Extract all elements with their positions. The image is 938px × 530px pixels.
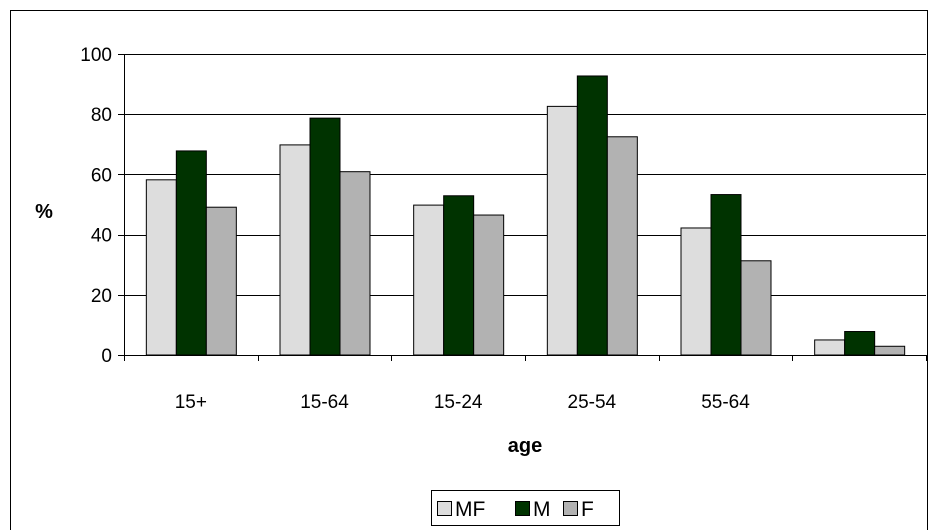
bar-M-1: [309, 117, 341, 356]
y-tick-label-5: 100: [80, 45, 112, 66]
legend-label-M: M: [533, 498, 551, 521]
y-tick-label-4: 80: [91, 105, 112, 126]
bars: [145, 75, 906, 356]
x-tick-label-4: 55-64: [701, 392, 750, 413]
bar-F-0: [205, 206, 237, 356]
bar-MF-2: [413, 204, 445, 356]
x-tick-labels: 15+ 15-64 15-24 25-54 55-64: [175, 392, 751, 413]
bar-M-2: [443, 195, 475, 356]
bar-MF-0: [145, 179, 177, 356]
bar-MF-4: [680, 227, 712, 356]
bar-M-0: [175, 150, 207, 356]
gridlines: [124, 54, 926, 296]
legend: MF M F: [431, 490, 620, 526]
bar-M-5: [844, 331, 876, 356]
bar-F-4: [740, 260, 772, 356]
bar-MF-3: [546, 105, 578, 356]
y-tick-label-0: 0: [101, 346, 112, 367]
legend-swatch-MF: [437, 501, 452, 516]
bar-F-5: [874, 345, 906, 356]
bar-M-4: [710, 194, 742, 356]
legend-label-F: F: [581, 498, 594, 521]
x-tick-label-3: 25-54: [568, 392, 617, 413]
y-tick-label-2: 40: [91, 226, 112, 247]
y-tick-label-1: 20: [91, 286, 112, 307]
legend-swatch-M: [515, 501, 530, 516]
bar-MF-5: [814, 339, 846, 356]
x-axis-title: age: [508, 435, 542, 457]
bar-F-3: [606, 136, 638, 356]
legend-label-MF: MF: [455, 498, 485, 521]
bar-MF-1: [279, 144, 311, 356]
bar-F-2: [473, 214, 505, 356]
axes: [118, 54, 927, 361]
x-tick-label-2: 15-24: [434, 392, 483, 413]
y-tick-label-3: 60: [91, 165, 112, 186]
y-axis-title: %: [35, 201, 53, 223]
legend-swatch-F: [563, 501, 578, 516]
x-tick-label-1: 15-64: [300, 392, 349, 413]
y-tick-labels: 0 20 40 60 80 100: [80, 45, 112, 367]
bar-M-3: [576, 75, 608, 356]
x-tick-label-0: 15+: [175, 392, 207, 413]
bar-F-1: [339, 171, 371, 356]
